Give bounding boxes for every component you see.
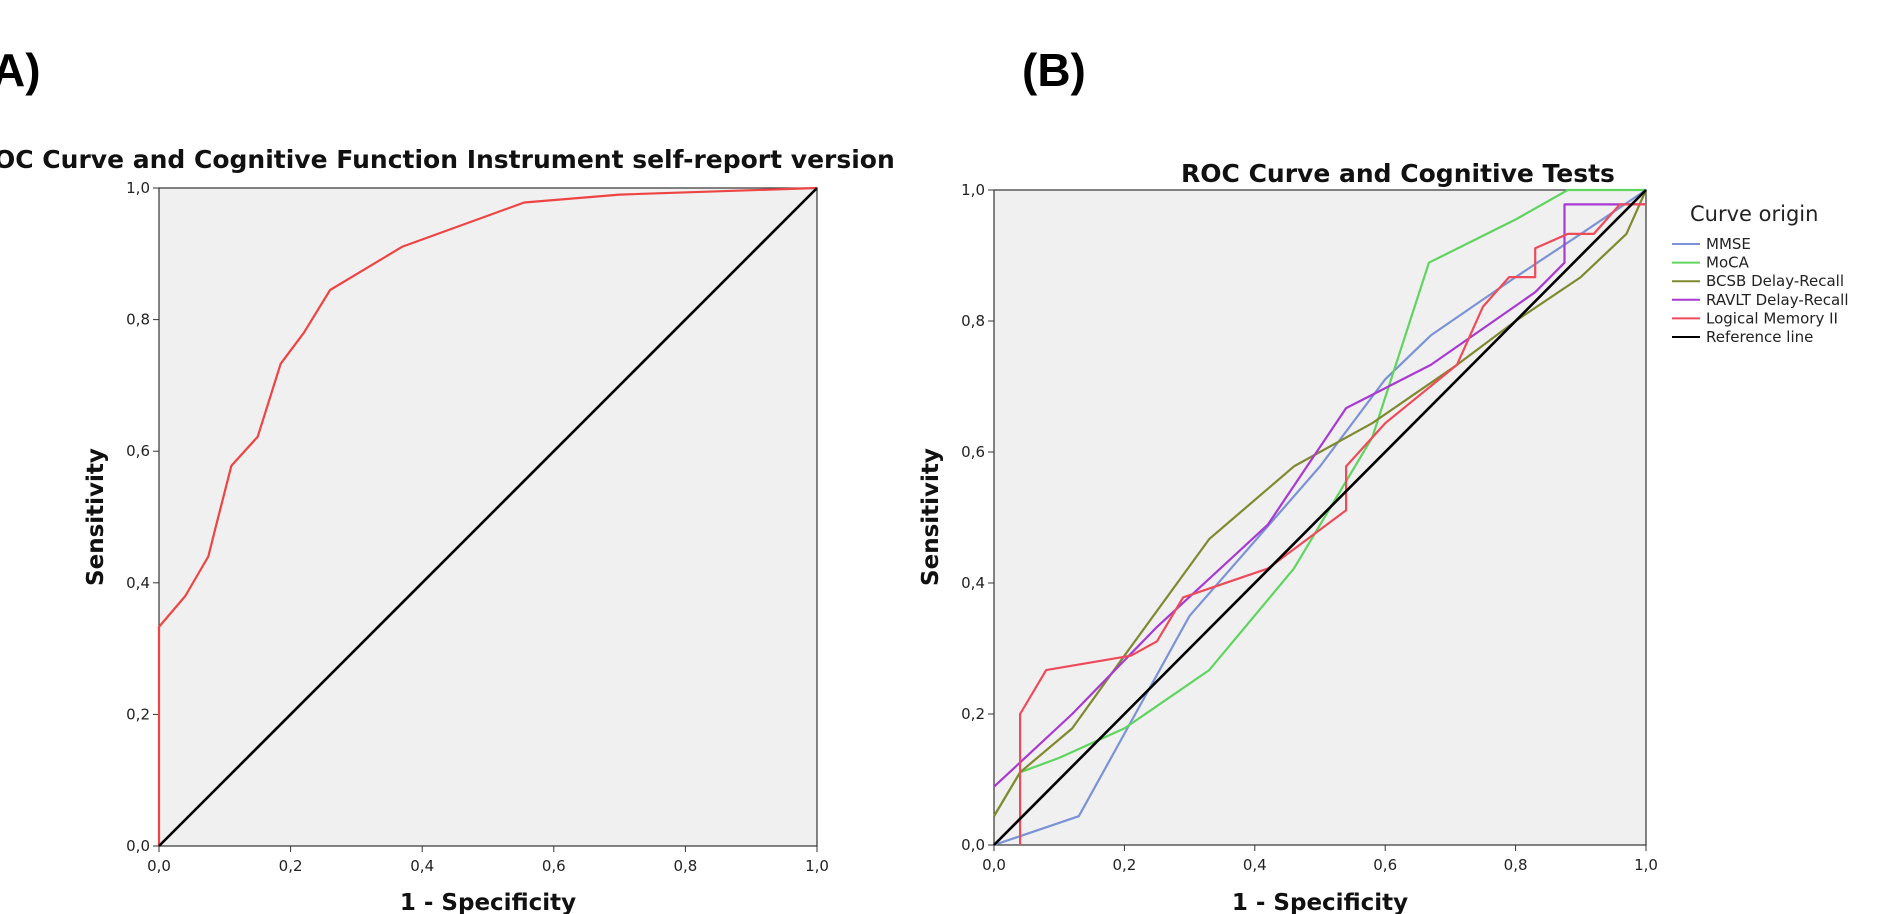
y-tick-label: 0,0 xyxy=(961,836,985,854)
y-tick-label: 0,6 xyxy=(961,443,985,461)
series-line-reference-line xyxy=(158,187,818,847)
y-tick-label: 1,0 xyxy=(961,181,985,199)
x-tick-label: 0,6 xyxy=(1373,856,1397,874)
y-tick-label: 1,0 xyxy=(126,179,150,197)
chart-panel-b: (B) ROC Curve and Cognitive Tests 0,0 0,0 0,… xyxy=(918,44,1849,914)
x-tick-label: 0,6 xyxy=(542,857,566,875)
y-tick-label: 0,4 xyxy=(961,574,985,592)
y-tick-label: 0,8 xyxy=(126,311,150,329)
legend-title: Curve origin xyxy=(1690,202,1818,226)
x-tick-label: 0,4 xyxy=(410,857,434,875)
chart-title: OC Curve and Cognitive Function Instrume… xyxy=(0,145,895,174)
series-line-cfi-self-report xyxy=(157,186,818,846)
y-axis-label: Sensitivity xyxy=(918,448,944,586)
legend-label-reference-line: Reference line xyxy=(1706,328,1813,346)
series-line-mmse xyxy=(993,189,1647,847)
series-line-logical-memory-ii xyxy=(1018,203,1646,845)
y-tick-label: 0,6 xyxy=(126,442,150,460)
legend-label-moca: MoCA xyxy=(1706,254,1750,272)
chart-panel-a: A) OC Curve and Cognitive Function Instru… xyxy=(0,44,895,914)
x-tick-label: 0,2 xyxy=(1112,856,1136,874)
y-tick-label: 0,2 xyxy=(126,705,150,723)
series-line-moca xyxy=(993,188,1646,817)
legend-label-logical-memory-ii: Logical Memory II xyxy=(1706,309,1838,327)
y-tick-label: 0,8 xyxy=(961,312,985,330)
x-tick-label: 0,0 xyxy=(147,857,171,875)
x-axis-label: 1 - Specificity xyxy=(400,890,576,914)
chart-title: ROC Curve and Cognitive Tests xyxy=(1181,159,1615,188)
x-tick-label: 0,8 xyxy=(1504,856,1528,874)
x-tick-label: 1,0 xyxy=(1634,856,1658,874)
panel-label: (B) xyxy=(1022,44,1086,96)
series-line-ravlt-delay-recall xyxy=(993,203,1646,788)
x-tick-label: 0,2 xyxy=(279,857,303,875)
x-tick-label: 0,0 xyxy=(982,856,1006,874)
x-tick-label: 0,8 xyxy=(673,857,697,875)
y-axis-label: Sensitivity xyxy=(83,448,109,586)
y-tick-label: 0,4 xyxy=(126,574,150,592)
y-tick-label: 0,2 xyxy=(961,705,985,723)
legend-label-ravlt-delay-recall: RAVLT Delay-Recall xyxy=(1706,291,1849,309)
legend-label-bcsb-delay-recall: BCSB Delay-Recall xyxy=(1706,272,1844,290)
x-tick-label: 1,0 xyxy=(805,857,829,875)
legend-label-mmse: MMSE xyxy=(1706,235,1751,253)
x-axis-label: 1 - Specificity xyxy=(1232,890,1408,914)
x-tick-label: 0,4 xyxy=(1243,856,1267,874)
series-line-reference-line xyxy=(993,189,1647,846)
series-line-bcsb-delay-recall xyxy=(993,189,1648,817)
y-tick-label: 0,0 xyxy=(126,837,150,855)
panel-label: A) xyxy=(0,44,41,96)
